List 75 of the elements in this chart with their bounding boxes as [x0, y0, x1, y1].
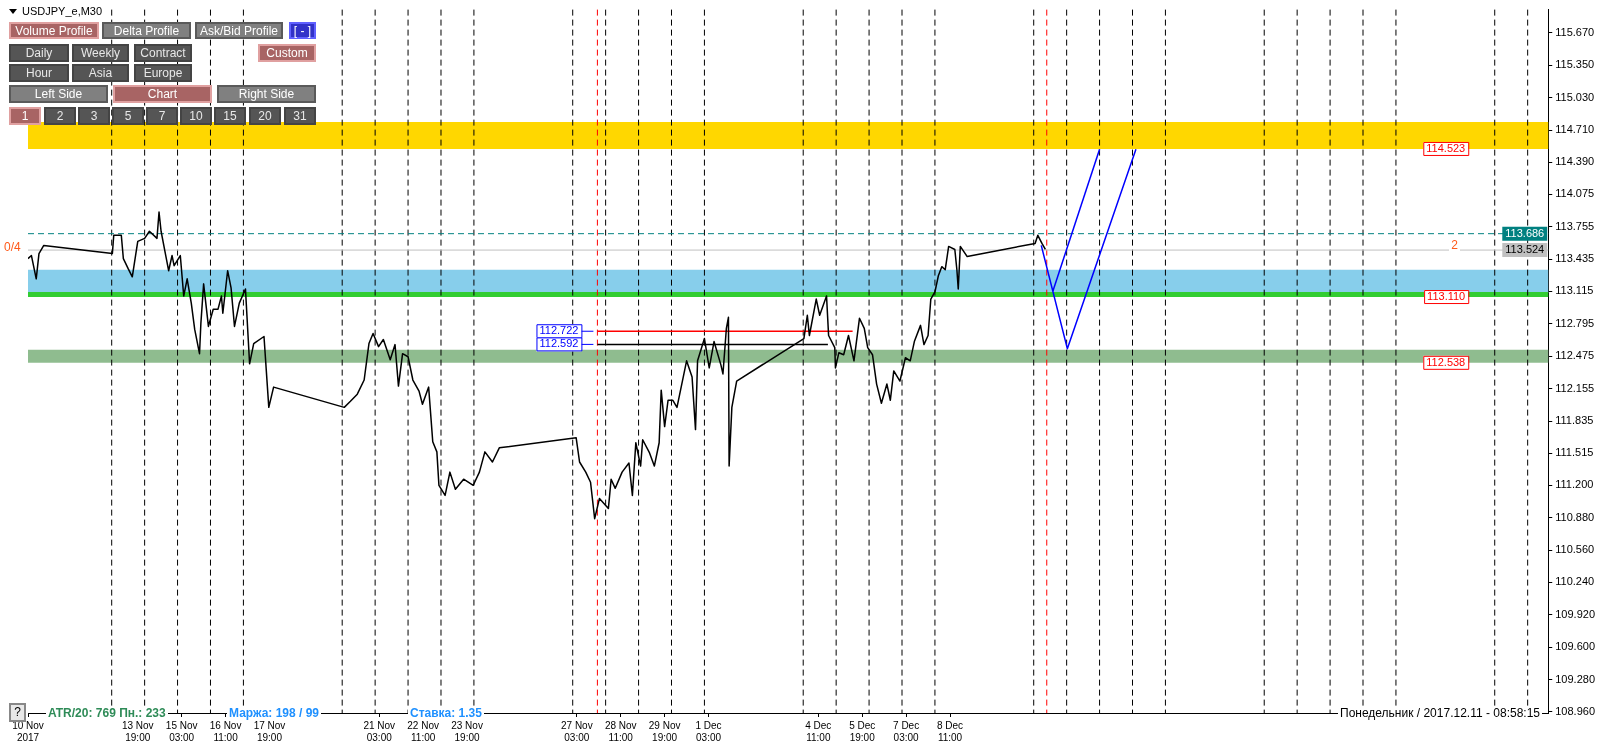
y-tick-label: 111.515 [1555, 446, 1594, 459]
y-tick-label: 115.350 [1555, 58, 1595, 71]
annotation: 2 [1449, 238, 1460, 252]
band-label: 112.538 [1426, 355, 1466, 368]
y-tick-label: 113.755 [1555, 219, 1595, 232]
button: 20 [249, 107, 281, 125]
x-tick-label: 27 Nov 03:00 [560, 719, 593, 743]
y-tick-label: 108.960 [1555, 705, 1595, 718]
button: Asia [72, 64, 129, 82]
chart-title: USDJPY_e,M30 [22, 5, 103, 17]
x-tick-label: 23 Nov 19:00 [451, 719, 483, 743]
y-tick-label: 112.795 [1555, 316, 1595, 329]
x-tick-label: 7 Dec 03:00 [893, 719, 920, 743]
annotation: ATR/20: 769 Пн.: 233 [46, 706, 168, 720]
y-tick-label: 115.670 [1555, 25, 1595, 38]
y-tick-label: 113.115 [1555, 284, 1594, 297]
button: Ask/Bid Profile [195, 22, 283, 39]
button: Weekly [72, 44, 129, 62]
x-tick-label: 15 Nov 03:00 [165, 719, 198, 743]
button: 3 [78, 107, 110, 125]
button: 2 [44, 107, 76, 125]
button: [ - ] [289, 22, 316, 39]
y-tick-label: 110.240 [1555, 575, 1595, 588]
y-tick-label: 112.155 [1555, 381, 1595, 394]
button: Chart [113, 85, 212, 103]
y-tick-label: 109.600 [1555, 640, 1595, 653]
ref-line-label: 113.686 [1505, 226, 1545, 239]
y-tick-label: 114.710 [1555, 123, 1595, 136]
button: Hour [9, 64, 69, 82]
x-tick-label: 4 Dec 11:00 [805, 719, 832, 743]
button: Custom [258, 44, 316, 62]
annotation: Ставка: 1.35 [408, 706, 484, 720]
button: 15 [214, 107, 246, 125]
button: Right Side [217, 85, 316, 103]
button: Contract [134, 44, 192, 62]
x-tick-label: 13 Nov 19:00 [121, 719, 154, 743]
x-tick-label: 22 Nov 11:00 [407, 719, 439, 743]
band-label: 114.523 [1426, 142, 1466, 154]
y-tick-label: 113.435 [1555, 252, 1595, 265]
x-tick-label: 17 Nov 19:00 [253, 719, 286, 743]
button: Left Side [9, 85, 108, 103]
y-tick-label: 112.475 [1555, 349, 1595, 362]
y-tick-label: 114.390 [1555, 155, 1595, 168]
annotation: Понедельник / 2017.12.11 - 08:58:15 [1338, 706, 1542, 720]
button: 7 [146, 107, 178, 125]
button: 5 [112, 107, 144, 125]
data-label: 112.722 [539, 324, 579, 337]
button: ? [9, 703, 26, 722]
x-tick-label: 21 Nov 03:00 [363, 719, 396, 743]
button: 1 [9, 107, 41, 125]
y-tick-label: 109.920 [1555, 607, 1595, 620]
ref-line-label: 113.524 [1505, 243, 1545, 256]
y-tick-label: 110.880 [1555, 510, 1595, 523]
annotation: Маржа: 198 / 99 [227, 706, 322, 720]
y-tick-label: 111.835 [1555, 414, 1594, 427]
button: 31 [284, 107, 316, 125]
x-tick-label: 5 Dec 19:00 [849, 719, 876, 743]
x-tick-label: 28 Nov 11:00 [604, 719, 637, 743]
button: Delta Profile [102, 22, 191, 39]
button: Volume Profile [9, 22, 99, 39]
data-label: 112.592 [539, 337, 579, 350]
button: Europe [134, 64, 192, 82]
y-tick-label: 115.030 [1555, 90, 1595, 103]
x-tick-label: 1 Dec 03:00 [695, 719, 722, 743]
x-tick-label: 29 Nov 19:00 [648, 719, 681, 743]
y-tick-label: 114.075 [1555, 187, 1595, 200]
x-tick-label: 8 Dec 11:00 [936, 719, 964, 743]
x-tick-label: 16 Nov 11:00 [209, 719, 242, 743]
text: 0/4 [2, 240, 23, 254]
button: 10 [180, 107, 212, 125]
y-tick-label: 109.280 [1555, 672, 1595, 685]
button: Daily [9, 44, 69, 62]
band-label: 113.110 [1427, 290, 1466, 303]
y-tick-label: 110.560 [1555, 543, 1595, 556]
y-tick-label: 111.200 [1555, 478, 1594, 491]
